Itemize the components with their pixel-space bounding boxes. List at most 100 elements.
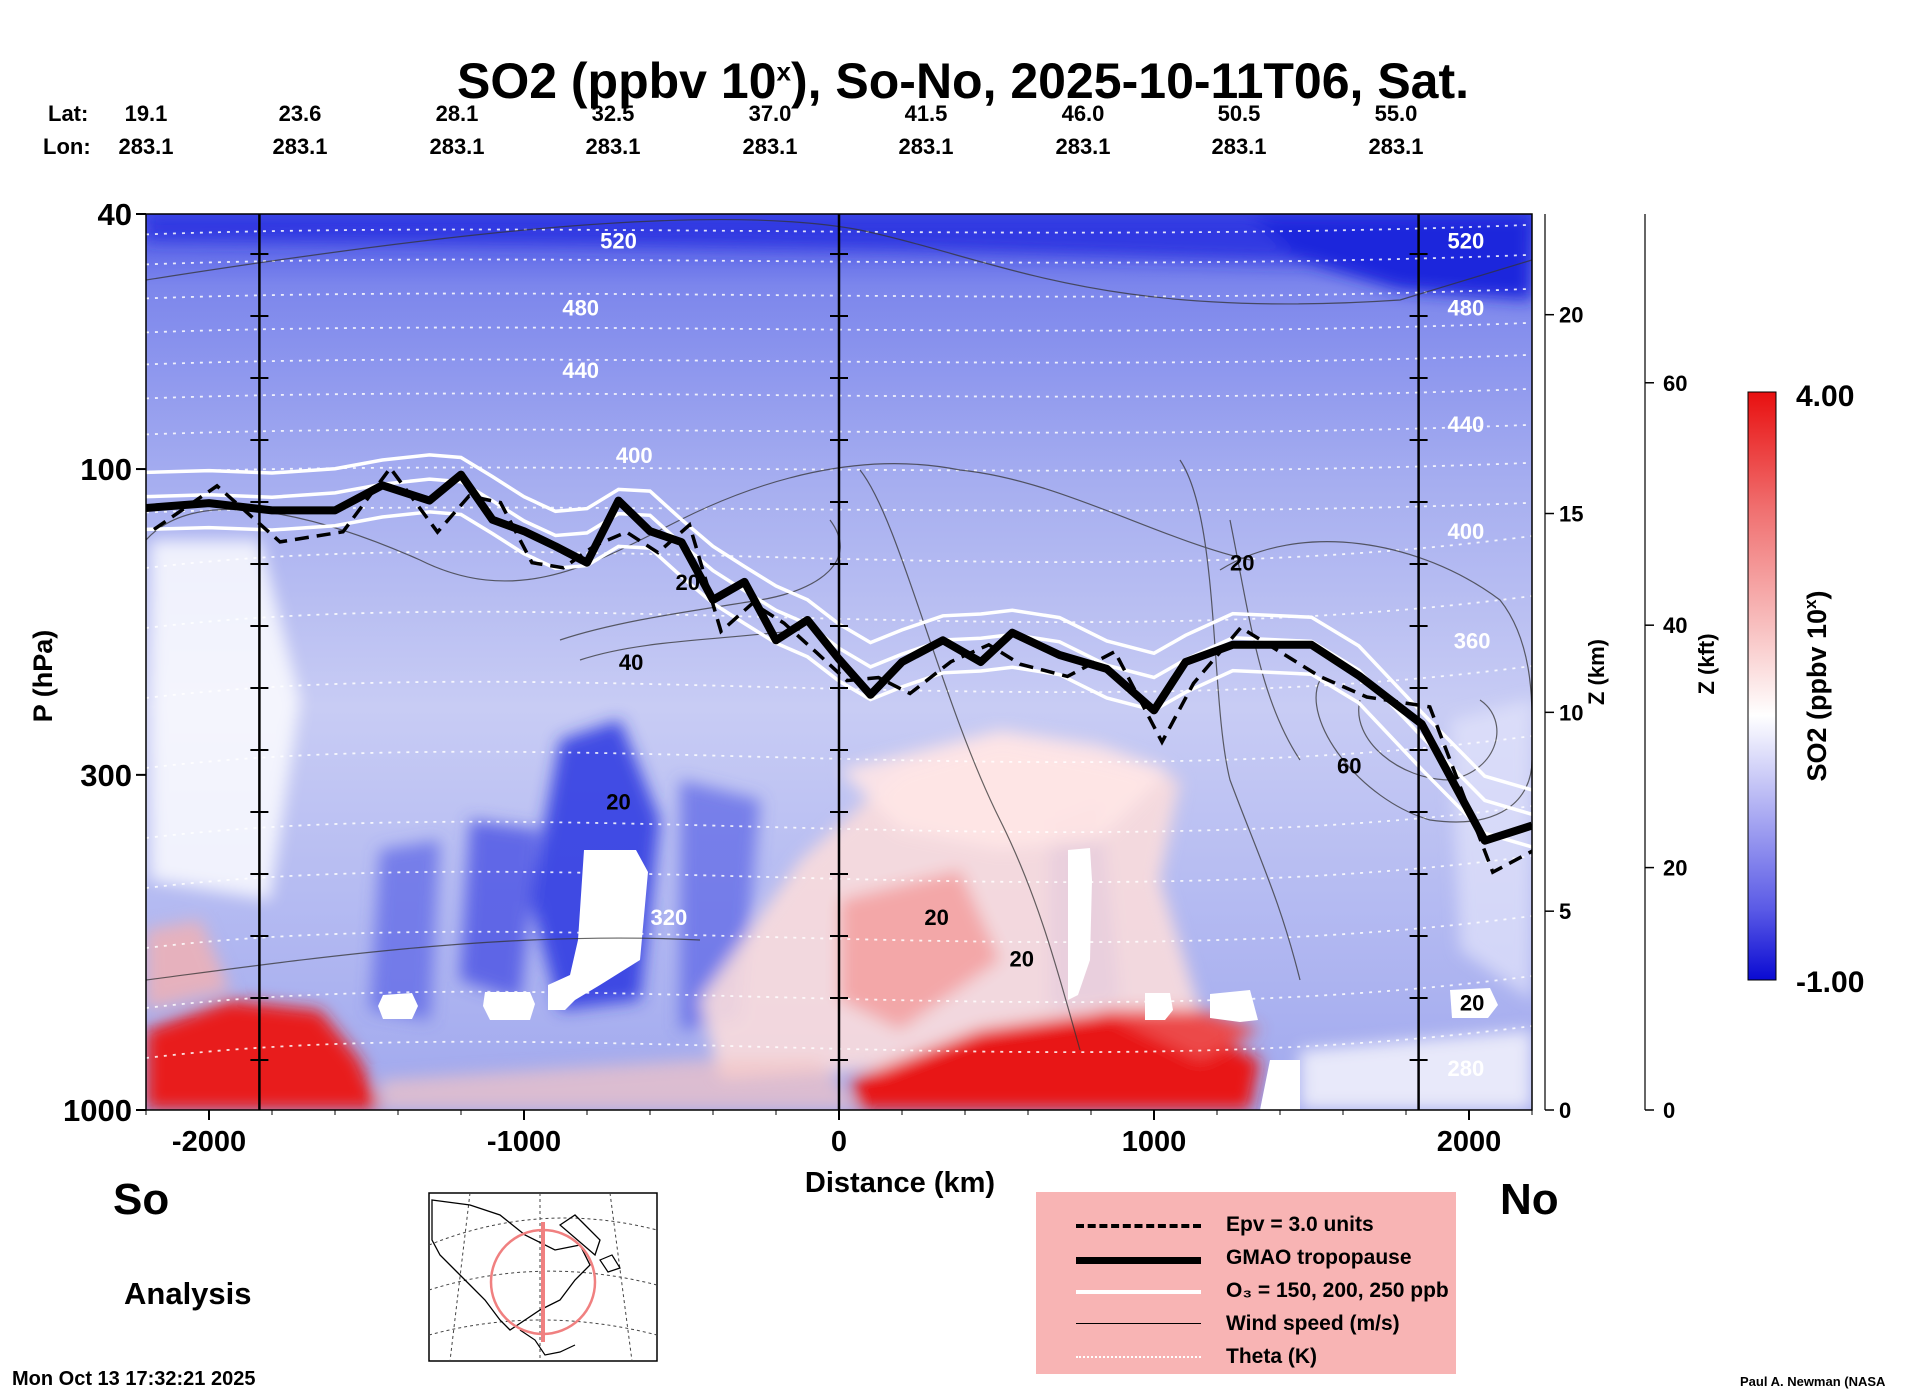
lat-value: 32.5: [591, 101, 635, 126]
lat-value: 28.1: [435, 101, 479, 126]
wind-label: 20: [1460, 991, 1484, 1016]
theta-label: 280: [1447, 1056, 1484, 1081]
colorbar: [1747, 391, 1777, 981]
o3-path: [146, 510, 1532, 849]
z-km-tick-label: 0: [1559, 1098, 1571, 1123]
locator-map: [428, 1192, 658, 1362]
y-axis-z-kft: 0 20 40 60: [1644, 214, 1687, 1123]
z-kft-tick-label: 60: [1663, 371, 1687, 396]
contour-labels: 520 480 440 400 520 480 440 400 360 320 280 20 40 20 2…: [562, 229, 1490, 1081]
wind-label: 20: [924, 905, 948, 930]
section-vertical-lines: [250, 214, 1428, 1110]
legend-label: GMAO tropopause: [1226, 1246, 1412, 1269]
theta-label: 400: [1447, 519, 1484, 544]
legend-swatch: [1076, 1323, 1201, 1324]
lon-value: 283.1: [429, 134, 485, 159]
lon-header-label: Lon:: [43, 134, 91, 159]
z-kft-tick-label: 20: [1663, 856, 1687, 881]
credit-label: Paul A. Newman (NASA: [1740, 1374, 1886, 1389]
z-km-tick-label: 15: [1559, 502, 1583, 527]
chart-title: SO2 (ppbv 10x), So-No, 2025-10-11T06, Sa…: [456, 53, 1470, 109]
x-tick-label: 1000: [1122, 1126, 1187, 1158]
z-km-axis-label: Z (km): [1584, 639, 1609, 705]
legend-label: Theta (K): [1226, 1345, 1317, 1368]
wind-label: 20: [1009, 946, 1033, 971]
legend-swatch: [1076, 1257, 1201, 1264]
x-axis: -2000 -1000 0 1000 2000: [145, 1110, 1533, 1158]
lon-value: 283.1: [1211, 134, 1267, 159]
legend-item: Wind speed (m/s): [1036, 1309, 1456, 1339]
legend-label: Epv = 3.0 units: [1226, 1213, 1374, 1236]
lon-value: 283.1: [272, 134, 328, 159]
so2-white-patches: [378, 848, 1498, 1110]
theta-label: 400: [616, 443, 653, 468]
lat-value: 23.6: [278, 101, 322, 126]
z-kft-tick-label: 40: [1663, 613, 1687, 638]
y-axis-label: P (hPa): [28, 630, 58, 723]
lat-value: 46.0: [1061, 101, 1105, 126]
lon-value: 283.1: [1055, 134, 1111, 159]
lat-value: 37.0: [748, 101, 792, 126]
south-label: So: [113, 1175, 170, 1224]
theta-label: 520: [1447, 229, 1484, 254]
wind-label: 20: [606, 789, 630, 814]
x-tick-label: -1000: [487, 1126, 561, 1158]
so2-field-features: [146, 214, 1532, 1110]
tropopause-path: [146, 470, 1532, 845]
legend-item: GMAO tropopause: [1036, 1243, 1456, 1273]
theta-label: 440: [562, 358, 599, 383]
legend-item: Epv = 3.0 units: [1036, 1210, 1456, 1240]
north-label: No: [1500, 1175, 1559, 1224]
theta-label: 480: [1447, 296, 1484, 321]
theta-label: 320: [651, 905, 688, 930]
wind-label: 40: [619, 650, 643, 675]
y-axis-pressure: 40 100 300 1000: [63, 197, 146, 1128]
y-tick-label: 300: [80, 758, 132, 793]
legend-label: Wind speed (m/s): [1226, 1312, 1400, 1335]
o3-path: [146, 477, 1532, 816]
o3-path: [146, 453, 1532, 792]
z-km-tick-label: 10: [1559, 700, 1583, 725]
theta-label: 480: [562, 296, 599, 321]
y-tick-label: 1000: [63, 1093, 132, 1128]
y-tick-label: 40: [98, 197, 132, 232]
lon-value: 283.1: [742, 134, 798, 159]
y-axis-z-km: 0 5 10 15 20: [1544, 214, 1583, 1123]
tropopause-line: [146, 470, 1532, 845]
lat-value: 55.0: [1374, 101, 1418, 126]
z-km-tick-label: 20: [1559, 303, 1583, 328]
o3-contours: [146, 453, 1532, 849]
legend-swatch: [1076, 1224, 1201, 1228]
z-kft-axis-label: Z (kft): [1694, 633, 1719, 694]
wind-label: 20: [1230, 551, 1254, 576]
colorbar-min-label: -1.00: [1796, 966, 1864, 999]
lon-value: 283.1: [585, 134, 641, 159]
timestamp: Mon Oct 13 17:32:21 2025: [12, 1368, 256, 1390]
analysis-label: Analysis: [124, 1276, 252, 1311]
legend-item: Theta (K): [1036, 1342, 1456, 1372]
theta-label: 440: [1447, 412, 1484, 437]
legend-item: O₃ = 150, 200, 250 ppb: [1036, 1276, 1456, 1306]
x-tick-label: -2000: [172, 1126, 246, 1158]
z-kft-tick-label: 0: [1663, 1098, 1675, 1123]
lon-value: 283.1: [898, 134, 954, 159]
x-tick-label: 0: [831, 1126, 847, 1158]
wind-label: 60: [1337, 753, 1361, 778]
y-tick-label: 100: [80, 452, 132, 487]
lon-value: 283.1: [1368, 134, 1424, 159]
lat-value: 41.5: [904, 101, 948, 126]
legend-swatch: [1076, 1356, 1201, 1358]
theta-label: 360: [1454, 628, 1491, 653]
x-axis-label: Distance (km): [805, 1167, 995, 1199]
lon-value: 283.1: [118, 134, 174, 159]
legend-swatch: [1076, 1290, 1201, 1294]
x-tick-label: 2000: [1437, 1126, 1502, 1158]
colorbar-title: SO2 (ppbv 10x): [1801, 590, 1832, 781]
colorbar-max-label: 4.00: [1796, 380, 1854, 413]
lat-value: 19.1: [124, 101, 168, 126]
lat-value: 50.5: [1217, 101, 1261, 126]
legend-label: O₃ = 150, 200, 250 ppb: [1226, 1279, 1449, 1302]
epv-path: [153, 465, 1532, 875]
